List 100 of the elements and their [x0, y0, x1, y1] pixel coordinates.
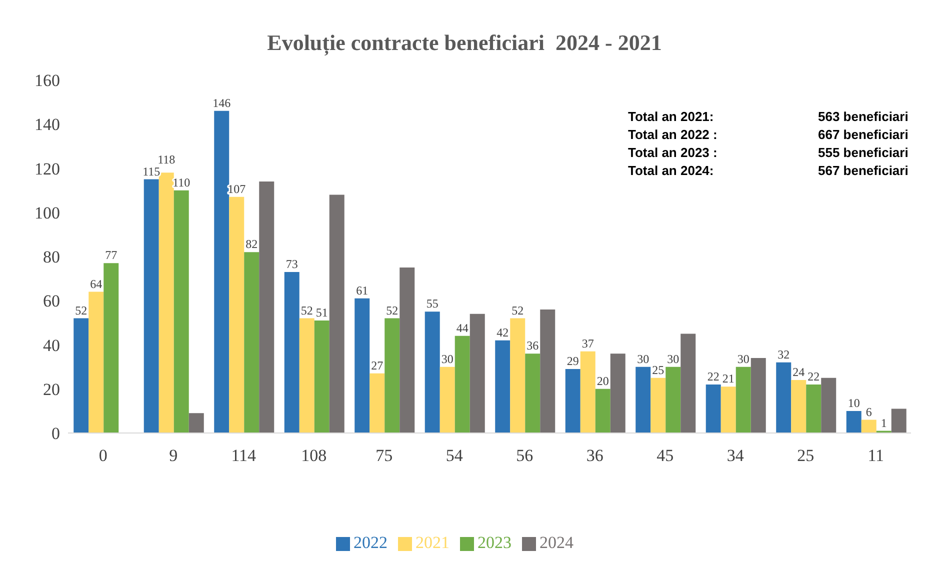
x-tick-label: 36 — [586, 446, 604, 466]
data-label: 30 — [737, 352, 750, 366]
bar — [188, 413, 204, 433]
data-label: 73 — [286, 256, 298, 271]
data-label: 118 — [158, 152, 176, 166]
data-label: 52 — [512, 303, 524, 318]
bar — [284, 272, 300, 433]
bar — [650, 378, 666, 433]
bar — [525, 354, 540, 433]
annotation: Total an 2021: — [628, 108, 715, 126]
bar — [88, 292, 104, 433]
x-tick-label: 11 — [868, 446, 884, 466]
bar — [580, 351, 596, 433]
data-label: 30 — [667, 352, 680, 366]
annotation: Total an 2023 : — [628, 144, 718, 162]
data-label: 115 — [142, 164, 160, 178]
x-tick-label: 114 — [231, 446, 257, 466]
data-label: 30 — [637, 352, 650, 366]
x-tick-label: 108 — [301, 446, 327, 466]
annotation: 667 beneficiari — [818, 126, 908, 144]
data-label: 52 — [75, 303, 88, 318]
bar — [229, 196, 244, 433]
x-tick-label: 75 — [376, 446, 393, 466]
data-label: 22 — [808, 369, 820, 384]
data-label: 27 — [371, 358, 384, 372]
y-tick-label: 0 — [52, 424, 60, 444]
legend-label: 2021 — [416, 533, 450, 552]
bar — [610, 354, 626, 433]
x-tick-label: 9 — [169, 446, 178, 466]
annotation: 555 beneficiari — [818, 144, 908, 162]
bar — [510, 318, 526, 433]
bar — [214, 110, 230, 433]
bar — [244, 252, 260, 433]
data-label: 6 — [866, 404, 872, 419]
x-tick-label: 54 — [446, 446, 464, 466]
bar — [680, 334, 696, 433]
x-tick-label: 0 — [98, 446, 108, 466]
data-label: 20 — [596, 374, 609, 388]
bar — [776, 362, 792, 433]
bar — [104, 263, 119, 433]
bar — [174, 190, 189, 433]
annotation: Total an 2024: — [628, 162, 715, 180]
bar — [706, 384, 721, 433]
data-label: 1 — [880, 416, 887, 430]
data-label: 61 — [356, 283, 368, 298]
x-tick-label: 34 — [726, 446, 744, 466]
x-tick-label: 56 — [516, 446, 534, 466]
bar — [144, 179, 159, 433]
annotation: Total an 2022 : — [628, 126, 718, 144]
bar — [384, 318, 400, 433]
annotation: 563 beneficiari — [818, 108, 908, 126]
bar — [595, 388, 610, 433]
bar — [806, 384, 822, 433]
bar — [329, 194, 344, 433]
data-label: 146 — [212, 96, 231, 110]
bar — [299, 318, 314, 433]
data-label: 37 — [582, 336, 594, 350]
data-label: 42 — [496, 325, 509, 340]
data-label: 82 — [246, 237, 258, 252]
bar — [736, 366, 751, 433]
bar — [720, 386, 736, 433]
bar — [400, 268, 415, 433]
data-label: 44 — [456, 320, 468, 335]
bar — [314, 320, 330, 433]
x-tick-label: 45 — [656, 446, 674, 466]
data-label: 10 — [848, 396, 860, 410]
bar — [259, 181, 274, 433]
y-tick-label: 160 — [34, 71, 60, 90]
data-label: 25 — [652, 362, 664, 377]
bar — [74, 318, 89, 433]
bar — [861, 420, 876, 433]
data-label: 52 — [300, 303, 313, 318]
data-label: 77 — [105, 248, 118, 262]
legend-label: 2022 — [354, 533, 388, 552]
data-label: 51 — [316, 305, 328, 320]
annotation: 567 beneficiari — [818, 162, 908, 180]
y-tick-label: 100 — [34, 203, 60, 222]
bar — [791, 380, 806, 433]
bar — [440, 366, 455, 433]
bar — [370, 373, 385, 433]
data-label: 21 — [722, 372, 734, 386]
data-label: 29 — [566, 354, 579, 368]
legend-label: 2023 — [478, 533, 512, 552]
chart-title: Evoluție contracte beneficiari 2024 - 2021 — [266, 29, 663, 58]
data-label: 24 — [792, 365, 805, 380]
bar — [424, 312, 440, 433]
bar — [540, 309, 556, 433]
legend-label: 2024 — [540, 533, 574, 552]
bar — [846, 410, 862, 433]
data-label: 32 — [778, 347, 790, 362]
data-label: 64 — [90, 276, 102, 291]
y-tick-label: 120 — [34, 159, 60, 178]
data-label: 30 — [441, 352, 454, 366]
y-tick-label: 20 — [43, 380, 60, 399]
bar — [454, 336, 470, 433]
bar — [158, 172, 174, 433]
bar — [354, 298, 370, 433]
bar — [891, 408, 906, 433]
bar — [821, 378, 836, 433]
bar — [565, 369, 580, 433]
